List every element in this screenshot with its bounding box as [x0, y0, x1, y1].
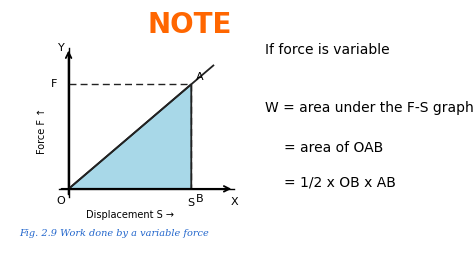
Text: Displacement S →: Displacement S →: [86, 210, 174, 220]
Text: = 1/2 x OB x AB: = 1/2 x OB x AB: [284, 176, 396, 190]
Text: O: O: [57, 196, 65, 206]
Text: S: S: [188, 198, 195, 208]
Text: NOTE: NOTE: [147, 11, 232, 39]
Text: B: B: [196, 194, 204, 204]
Text: Y: Y: [58, 43, 64, 53]
Text: Fig. 2.9 Work done by a variable force: Fig. 2.9 Work done by a variable force: [19, 229, 209, 238]
Text: A: A: [196, 72, 204, 82]
Text: If force is variable: If force is variable: [265, 43, 390, 57]
Text: F: F: [51, 79, 57, 89]
Text: W = area under the F-S graph: W = area under the F-S graph: [265, 101, 474, 115]
Polygon shape: [69, 84, 191, 189]
Text: = area of OAB: = area of OAB: [284, 141, 383, 155]
Text: Force F ↑: Force F ↑: [36, 108, 46, 155]
Text: X: X: [230, 197, 238, 207]
